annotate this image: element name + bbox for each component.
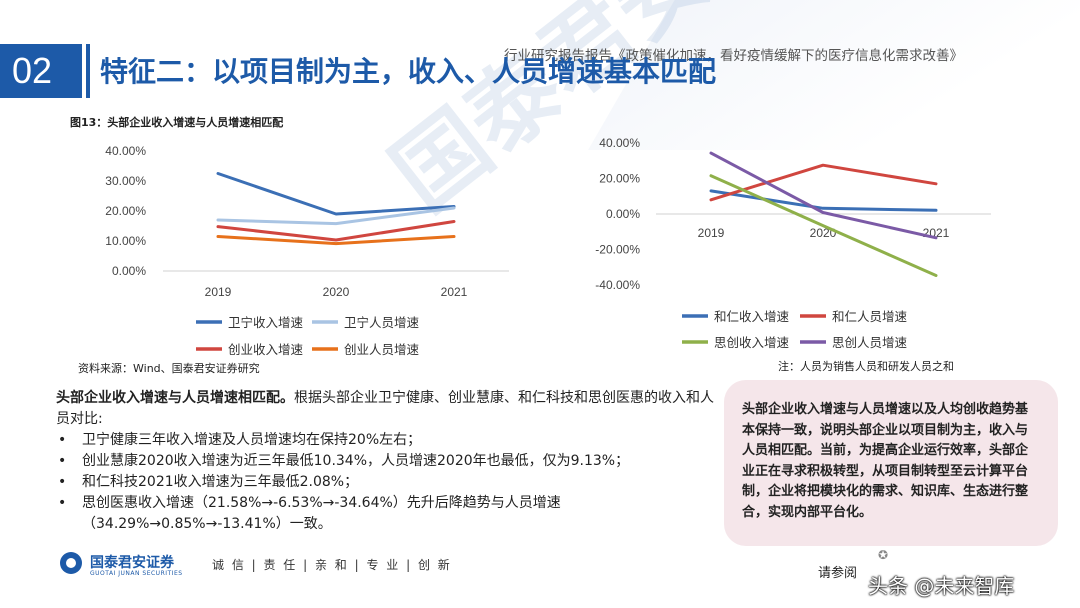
y-tick-label: 20.00% [599, 172, 640, 186]
brand-watermark: 头条 @未来智库 [868, 574, 1015, 598]
company-name-en: GUOTAI JUNAN SECURITIES [90, 570, 183, 577]
legend-label: 卫宁人员增速 [344, 315, 420, 330]
y-tick-label: 40.00% [599, 136, 640, 150]
chart-footnote: 注：人员为销售人员和研发人员之和 [778, 360, 954, 373]
x-tick-label: 2020 [323, 285, 350, 299]
series-line [709, 163, 938, 202]
x-tick-label: 2020 [810, 226, 837, 240]
source-note: 资料来源：Wind、国泰君安证券研究 [78, 362, 260, 375]
bullet-continuation: （34.29%→0.85%→-13.41%）一致。 [82, 516, 332, 532]
series-line [709, 151, 938, 240]
company-logo-icon [60, 552, 82, 574]
company-name: 国泰君安证券 [90, 555, 174, 571]
bullet-item: 卫宁健康三年收入增速及人员增速均在保持20%左右； [56, 430, 716, 451]
y-tick-label: 0.00% [606, 207, 640, 221]
y-tick-label: 20.00% [105, 204, 146, 218]
figure-caption: 图13：头部企业收入增速与人员增速相匹配 [70, 116, 284, 129]
bullet-item: 创业慧康2020收入增速为近三年最低10.34%，人员增速2020年也最低，仅为… [56, 451, 716, 472]
series-line [216, 220, 456, 242]
x-tick-label: 2021 [441, 285, 468, 299]
legend-label: 卫宁收入增速 [228, 315, 304, 330]
section-divider [86, 44, 90, 98]
legend-label: 和仁人员增速 [832, 309, 908, 324]
bullet-item: 和仁科技2021收入增速为三年最低2.08%； [56, 472, 716, 493]
body-text: 头部企业收入增速与人员增速相匹配。根据头部企业卫宁健康、创业慧康、和仁科技和思创… [56, 388, 716, 535]
legend-label: 和仁收入增速 [714, 309, 790, 324]
series-line [216, 235, 456, 246]
legend-label: 思创收入增速 [714, 335, 790, 350]
series-line [216, 206, 456, 226]
legend-label: 创业人员增速 [344, 342, 420, 357]
y-tick-label: -20.00% [595, 243, 640, 257]
page-title: 特征二：以项目制为主，收入、人员增速基本匹配 [100, 55, 717, 88]
x-tick-label: 2019 [205, 285, 232, 299]
x-tick-label: 2019 [698, 226, 725, 240]
series-line [709, 189, 938, 212]
body-lead-rest: 根据头部企业卫宁健康、创业慧康、和仁科技和思创医惠的收入和人员对比: [56, 390, 714, 427]
company-motto: 诚 信 | 责 任 | 亲 和 | 专 业 | 创 新 [212, 558, 452, 572]
callout-box: 头部企业收入增速与人员增速以及人均创收趋势基本保持一致，说明头部企业以项目制为主… [724, 380, 1058, 546]
y-tick-label: 10.00% [105, 234, 146, 248]
legend-label: 思创人员增速 [832, 335, 908, 350]
y-tick-label: 0.00% [112, 264, 146, 278]
chat-icon: ✪ [878, 548, 889, 562]
body-lead-bold: 头部企业收入增速与人员增速相匹配。 [56, 390, 294, 406]
y-tick-label: -40.00% [595, 278, 640, 292]
y-tick-label: 40.00% [105, 144, 146, 158]
refer-text: 请参阅 [818, 566, 858, 581]
bullet-list: 卫宁健康三年收入增速及人员增速均在保持20%左右； 创业慧康2020收入增速为近… [56, 430, 716, 514]
legend-label: 创业收入增速 [228, 342, 304, 357]
bullet-item: 思创医惠收入增速（21.58%→-6.53%→-34.64%）先升后降趋势与人员… [56, 493, 716, 514]
y-tick-label: 30.00% [105, 174, 146, 188]
report-title: 行业研究报告报告《政策催化加速，看好疫情缓解下的医疗信息化需求改善》 [504, 48, 963, 64]
section-number: 02 [0, 44, 82, 98]
series-line [709, 174, 938, 277]
body-lead: 头部企业收入增速与人员增速相匹配。根据头部企业卫宁健康、创业慧康、和仁科技和思创… [56, 388, 716, 430]
series-line [216, 172, 456, 216]
